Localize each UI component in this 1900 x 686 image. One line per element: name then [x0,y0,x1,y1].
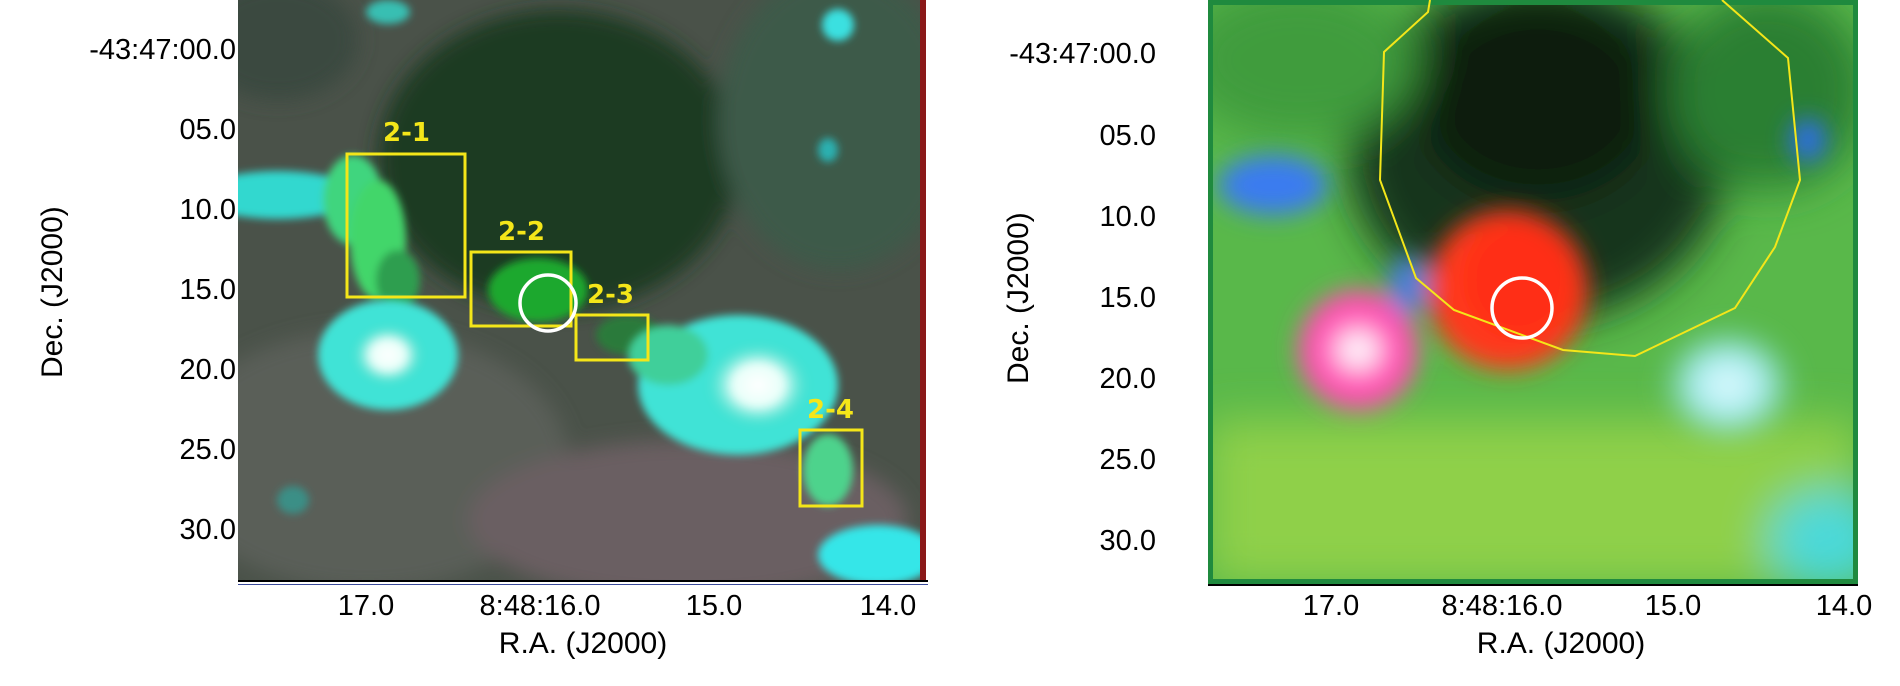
left-xtick-3: 14.0 [859,590,917,622]
right-ytick-0: -43:47:00.0 [1009,38,1156,70]
left-ytick-6: 30.0 [179,514,236,546]
right-ytick-5: 25.0 [1099,444,1156,476]
right-xtick-3: 14.0 [1815,590,1873,622]
right-x-axis-line [1208,584,1858,586]
right-image [1208,0,1858,584]
left-xtick-2: 15.0 [685,590,743,622]
right-ytick-2: 10.0 [1099,201,1156,233]
left-ytick-4: 20.0 [179,354,236,386]
right-ytick-3: 15.0 [1099,282,1156,314]
box-2-3 [574,313,650,362]
right-ytick-6: 30.0 [1099,525,1156,557]
left-ytick-0: -43:47:00.0 [89,34,236,66]
left-ytick-5: 25.0 [179,434,236,466]
left-x-axis-line [238,580,928,582]
left-source-circle [518,273,578,333]
left-xtick-1: 8:48:16.0 [479,590,601,622]
box-2-4 [798,428,864,508]
left-y-axis-title: Dec. (J2000) [36,206,69,378]
right-xtick-0: 17.0 [1302,590,1360,622]
label-2-3: 2-3 [587,280,634,310]
right-y-axis-title: Dec. (J2000) [1002,212,1035,384]
right-ytick-1: 05.0 [1099,120,1156,152]
left-ytick-1: 05.0 [179,114,236,146]
left-ytick-3: 15.0 [179,274,236,306]
right-ytick-4: 20.0 [1099,363,1156,395]
left-image: 2-1 2-2 2-3 2-4 [238,0,926,580]
left-ytick-2: 10.0 [179,194,236,226]
left-x-axis-title: R.A. (J2000) [498,627,668,660]
label-2-1: 2-1 [383,118,430,148]
left-x-axis-line-2 [238,584,928,585]
label-2-4: 2-4 [807,395,854,425]
left-xtick-0: 17.0 [337,590,395,622]
right-source-circle [1490,276,1554,340]
box-2-1 [345,152,467,299]
right-xtick-1: 8:48:16.0 [1441,590,1563,622]
left-panel: -43:47:00.0 05.0 10.0 15.0 20.0 25.0 30.… [36,0,928,660]
right-x-axis-title: R.A. (J2000) [1476,627,1646,660]
right-contour [1378,0,1802,358]
label-2-2: 2-2 [498,217,545,247]
right-panel: -43:47:00.0 05.0 10.0 15.0 20.0 25.0 30.… [960,0,1900,686]
right-xtick-2: 15.0 [1644,590,1702,622]
